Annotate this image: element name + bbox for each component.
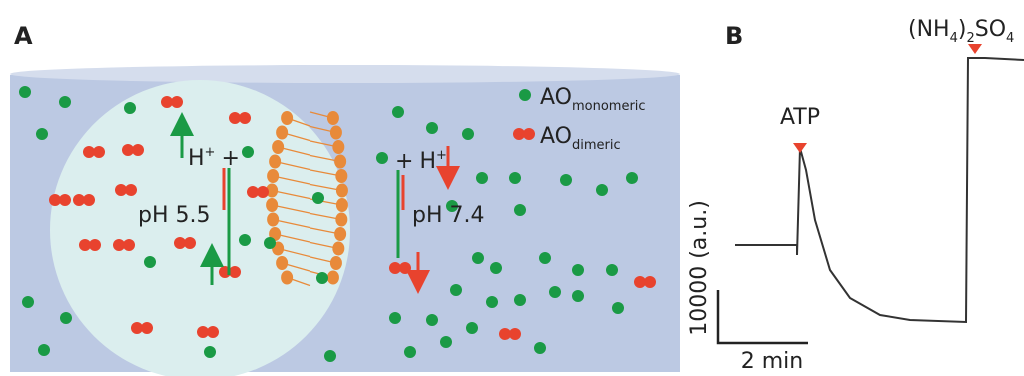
dimer xyxy=(125,184,137,196)
panel-label: B xyxy=(725,22,743,50)
dimer xyxy=(509,328,521,340)
atp-label: ATP xyxy=(780,105,820,130)
monomer xyxy=(204,346,216,358)
legend-swatch xyxy=(523,128,535,140)
lipid-head xyxy=(276,126,288,140)
monomer xyxy=(462,128,474,140)
monomer xyxy=(490,262,502,274)
lipid-head xyxy=(281,111,293,125)
monomer xyxy=(22,296,34,308)
x-scale-label: 2 min xyxy=(741,349,803,374)
lipid-head xyxy=(267,213,279,227)
monomer xyxy=(466,322,478,334)
monomer xyxy=(19,86,31,98)
monomer xyxy=(389,312,401,324)
lipid-head xyxy=(334,227,346,241)
lipid-head xyxy=(332,140,344,154)
y-scale-label: 10000 (a.u.) xyxy=(687,200,712,336)
monomer xyxy=(514,204,526,216)
monomer xyxy=(509,172,521,184)
dimer xyxy=(257,186,269,198)
monomer xyxy=(472,252,484,264)
dimer xyxy=(229,266,241,278)
monomer xyxy=(316,272,328,284)
dimer xyxy=(89,239,101,251)
ph-label: pH 7.4 xyxy=(412,203,485,228)
lipid-head xyxy=(266,198,278,212)
lipid-head xyxy=(327,271,339,285)
monomer xyxy=(426,122,438,134)
monomer xyxy=(486,296,498,308)
dimer xyxy=(83,194,95,206)
lipid-head xyxy=(335,169,347,183)
lipid-head xyxy=(281,271,293,285)
figure: A H++ pH 5.5 +H+ pH 7.4 AOmonomeric AOdi… xyxy=(0,0,1024,376)
monomer xyxy=(426,314,438,326)
monomer xyxy=(534,342,546,354)
lipid-head xyxy=(330,256,342,270)
monomer xyxy=(514,294,526,306)
dimer xyxy=(399,262,411,274)
lipid-head xyxy=(336,184,348,198)
marker xyxy=(793,143,807,153)
monomer xyxy=(144,256,156,268)
panel-a: A H++ pH 5.5 +H+ pH 7.4 AOmonomeric AOdi… xyxy=(10,22,680,376)
monomer xyxy=(36,128,48,140)
monomer xyxy=(596,184,608,196)
monomer xyxy=(440,336,452,348)
legend-swatch xyxy=(519,89,531,101)
monomer xyxy=(572,290,584,302)
monomer xyxy=(242,146,254,158)
monomer xyxy=(324,350,336,362)
lipid-head xyxy=(330,126,342,140)
monomer xyxy=(476,172,488,184)
lipid-head xyxy=(276,256,288,270)
monomer xyxy=(560,174,572,186)
monomer xyxy=(239,234,251,246)
lipid-head xyxy=(335,213,347,227)
monomer xyxy=(539,252,551,264)
dimer xyxy=(93,146,105,158)
monomer xyxy=(549,286,561,298)
monomer xyxy=(38,344,50,356)
dimer xyxy=(141,322,153,334)
salt-label: (NH4)2SO4 xyxy=(908,17,1014,46)
monomer xyxy=(450,284,462,296)
monomer xyxy=(626,172,638,184)
dimer xyxy=(184,237,196,249)
monomer xyxy=(404,346,416,358)
monomer xyxy=(376,152,388,164)
monomer xyxy=(606,264,618,276)
monomer xyxy=(612,302,624,314)
scale-bar xyxy=(718,290,808,343)
lipid-head xyxy=(334,155,346,169)
lipid-head xyxy=(327,111,339,125)
monomer xyxy=(392,106,404,118)
dimer xyxy=(239,112,251,124)
lipid-head xyxy=(272,140,284,154)
dimer xyxy=(171,96,183,108)
panel-label: A xyxy=(14,22,33,50)
monomer xyxy=(264,237,276,249)
dimer xyxy=(59,194,71,206)
monomer xyxy=(312,192,324,204)
trace xyxy=(735,58,1024,322)
lipid-head xyxy=(269,155,281,169)
dimer xyxy=(207,326,219,338)
dimer xyxy=(123,239,135,251)
cylinder-top xyxy=(10,65,680,83)
ph-label: pH 5.5 xyxy=(138,203,211,228)
monomer xyxy=(59,96,71,108)
dimer xyxy=(644,276,656,288)
lipid-head xyxy=(332,242,344,256)
lipid-head xyxy=(336,198,348,212)
monomer xyxy=(60,312,72,324)
lipid-head xyxy=(267,169,279,183)
monomer xyxy=(124,102,136,114)
panel-b: B ATP (NH4)2SO4 10000 (a.u.) 2 min xyxy=(687,17,1024,374)
monomer xyxy=(572,264,584,276)
dimer xyxy=(132,144,144,156)
